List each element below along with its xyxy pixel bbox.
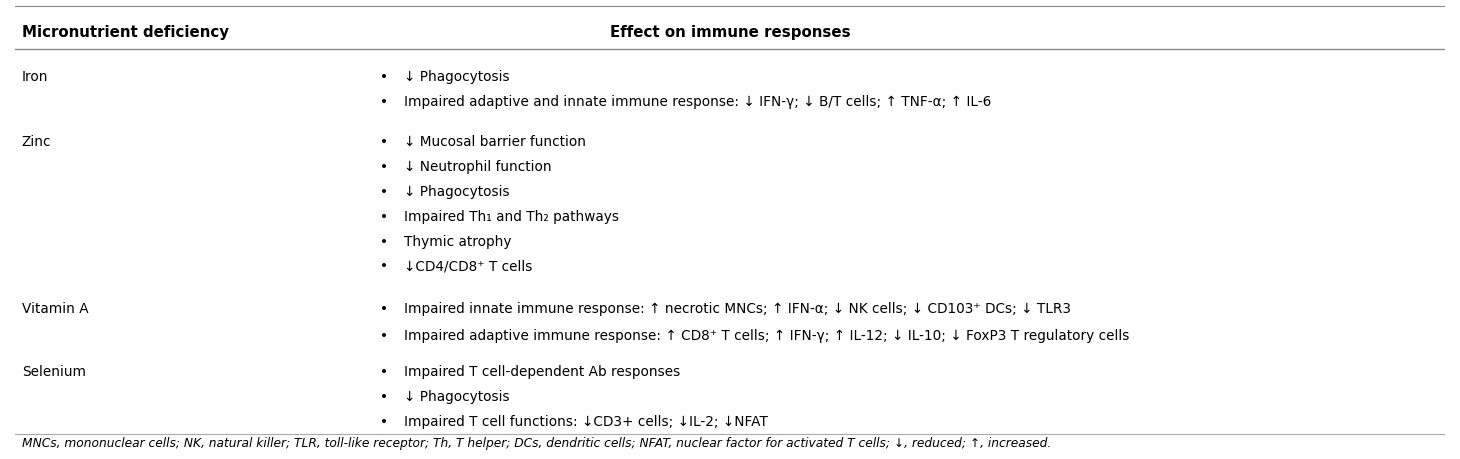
Text: Micronutrient deficiency: Micronutrient deficiency — [22, 25, 229, 40]
Text: MNCs, mononuclear cells; NK, natural killer; TLR, toll-like receptor; Th, T help: MNCs, mononuclear cells; NK, natural kil… — [22, 436, 1051, 449]
Text: Zinc: Zinc — [22, 135, 51, 149]
Text: ↓ Phagocytosis: ↓ Phagocytosis — [404, 389, 510, 403]
Text: •: • — [380, 364, 388, 378]
Text: Impaired T cell-dependent Ab responses: Impaired T cell-dependent Ab responses — [404, 364, 680, 378]
Text: •: • — [380, 302, 388, 315]
Text: •: • — [380, 135, 388, 149]
Text: Impaired adaptive immune response: ↑ CD8⁺ T cells; ↑ IFN-γ; ↑ IL-12; ↓ IL-10; ↓ : Impaired adaptive immune response: ↑ CD8… — [404, 329, 1129, 342]
Text: ↓ Phagocytosis: ↓ Phagocytosis — [404, 70, 510, 84]
Text: Impaired Th₁ and Th₂ pathways: Impaired Th₁ and Th₂ pathways — [404, 209, 619, 223]
Text: ↓ Mucosal barrier function: ↓ Mucosal barrier function — [404, 135, 585, 149]
Text: Impaired innate immune response: ↑ necrotic MNCs; ↑ IFN-α; ↓ NK cells; ↓ CD103⁺ : Impaired innate immune response: ↑ necro… — [404, 302, 1070, 315]
Text: •: • — [380, 414, 388, 428]
Text: Selenium: Selenium — [22, 364, 86, 378]
Text: •: • — [380, 70, 388, 84]
Text: •: • — [380, 209, 388, 223]
Text: Impaired adaptive and innate immune response: ↓ IFN-γ; ↓ B/T cells; ↑ TNF-α; ↑ I: Impaired adaptive and innate immune resp… — [404, 95, 991, 108]
Text: Impaired T cell functions: ↓CD3+ cells; ↓IL-2; ↓NFAT: Impaired T cell functions: ↓CD3+ cells; … — [404, 414, 768, 428]
Text: ↓CD4/CD8⁺ T cells: ↓CD4/CD8⁺ T cells — [404, 259, 531, 273]
Text: ↓ Phagocytosis: ↓ Phagocytosis — [404, 185, 510, 198]
Text: •: • — [380, 95, 388, 108]
Text: •: • — [380, 259, 388, 273]
Text: •: • — [380, 389, 388, 403]
Text: Thymic atrophy: Thymic atrophy — [404, 234, 511, 248]
Text: Vitamin A: Vitamin A — [22, 302, 89, 315]
Text: Effect on immune responses: Effect on immune responses — [610, 25, 850, 40]
Text: •: • — [380, 329, 388, 342]
Text: •: • — [380, 185, 388, 198]
Text: Iron: Iron — [22, 70, 48, 84]
Text: •: • — [380, 234, 388, 248]
Text: •: • — [380, 160, 388, 174]
Text: ↓ Neutrophil function: ↓ Neutrophil function — [404, 160, 552, 174]
